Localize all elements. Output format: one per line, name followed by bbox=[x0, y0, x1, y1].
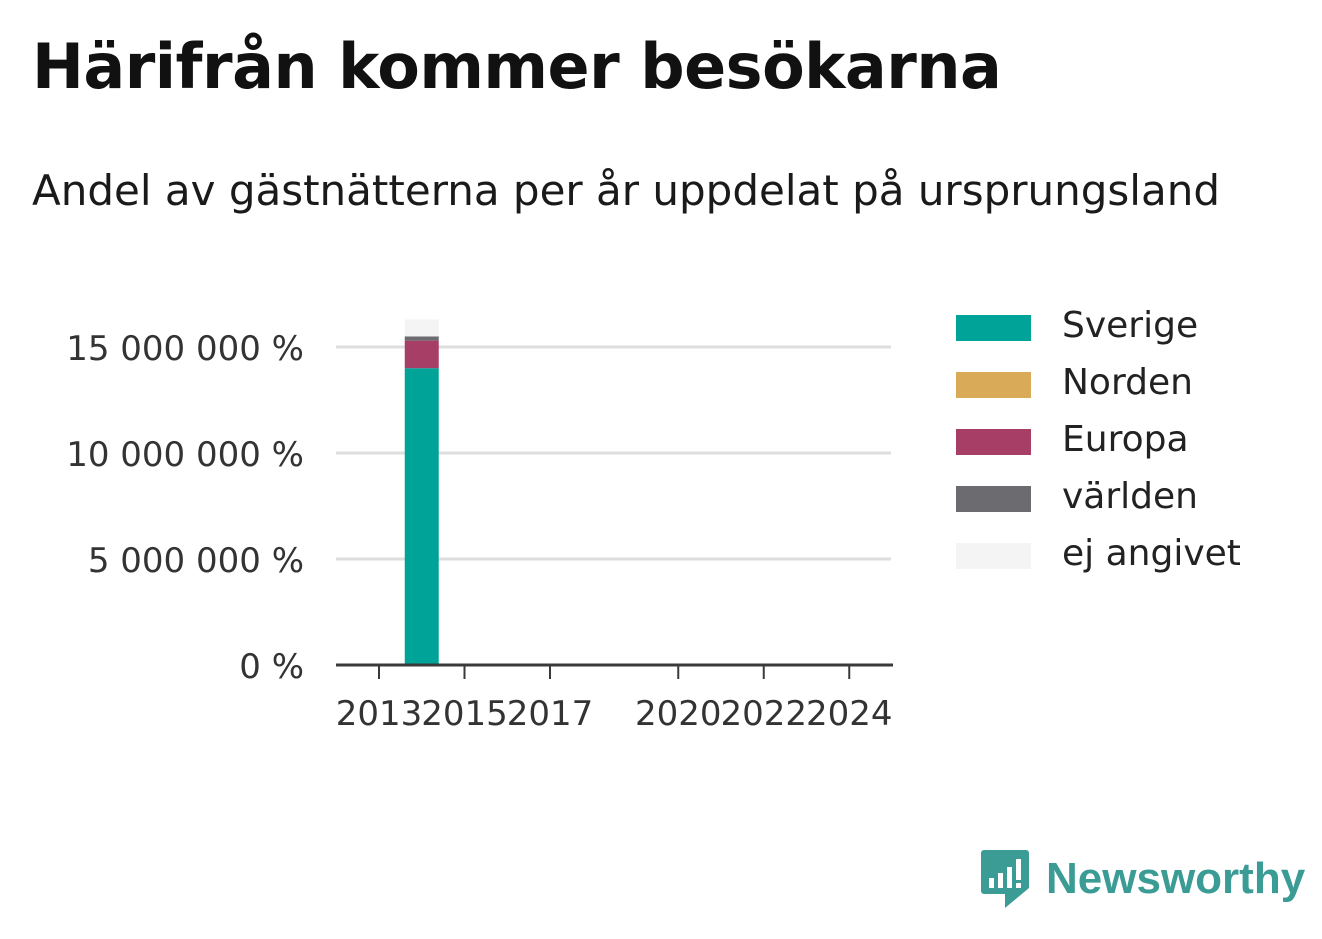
chart-subtitle: Andel av gästnätterna per år uppdelat på… bbox=[32, 166, 1220, 215]
y-tick-label: 15 000 000 % bbox=[66, 329, 304, 369]
legend-label: Europa bbox=[1062, 419, 1189, 460]
legend-label: världen bbox=[1062, 476, 1198, 517]
legend-swatch bbox=[956, 315, 1031, 341]
legend-swatch bbox=[956, 372, 1031, 398]
x-tick-label: 2024 bbox=[806, 694, 893, 734]
x-tick-label: 2020 bbox=[635, 694, 722, 734]
x-tick-label: 2022 bbox=[720, 694, 807, 734]
bar-segment bbox=[404, 319, 439, 337]
y-tick-labels: 0 % 5 000 000 % 10 000 000 % 15 000 000 % bbox=[66, 329, 304, 687]
chart-title: Härifrån kommer besökarna bbox=[32, 30, 1002, 103]
x-tick-label: 2017 bbox=[507, 694, 594, 734]
legend-swatch bbox=[956, 543, 1031, 569]
newsworthy-logo-icon bbox=[981, 850, 1029, 908]
brand: Newsworthy bbox=[980, 848, 1305, 910]
legend-swatch bbox=[956, 486, 1031, 512]
bar-segment bbox=[404, 340, 439, 369]
x-tick-label: 2013 bbox=[336, 694, 423, 734]
x-tick-label: 2015 bbox=[421, 694, 508, 734]
brand-name: Newsworthy bbox=[1046, 854, 1306, 903]
y-tick-label: 5 000 000 % bbox=[88, 541, 304, 581]
bars bbox=[404, 319, 439, 665]
axes bbox=[336, 663, 893, 679]
y-tick-label: 10 000 000 % bbox=[66, 435, 304, 475]
legend-swatch bbox=[956, 429, 1031, 455]
bar-segment bbox=[404, 336, 439, 341]
legend-label: Norden bbox=[1062, 362, 1193, 403]
legend-label: ej angivet bbox=[1062, 533, 1241, 574]
y-tick-label: 0 % bbox=[239, 647, 304, 687]
bar-segment bbox=[404, 368, 439, 665]
legend-label: Sverige bbox=[1062, 305, 1199, 346]
